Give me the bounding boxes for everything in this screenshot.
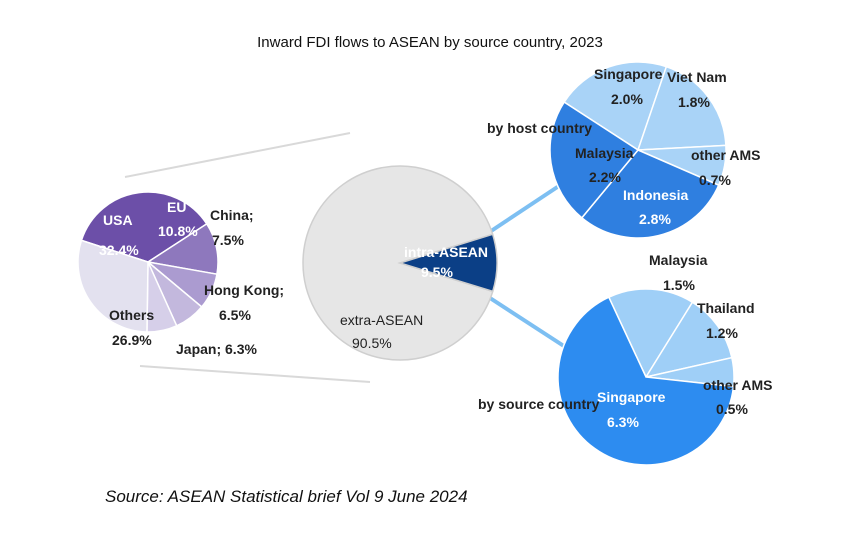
pie-extra-intra	[302, 165, 498, 361]
caption-source-country: by source country	[478, 396, 600, 412]
slice-host-indonesia	[580, 149, 720, 239]
value-others: 26.9%	[112, 332, 152, 348]
value-host-indonesia: 2.8%	[639, 211, 671, 227]
slice-intra-asean	[397, 233, 498, 293]
slice-host-vietnam	[636, 65, 727, 151]
slice-host-singapore	[563, 61, 668, 152]
value-usa: 32.4%	[99, 242, 139, 258]
value-src-other-ams: 0.5%	[716, 401, 748, 417]
label-others: Others	[109, 307, 154, 323]
source-note: Source: ASEAN Statistical brief Vol 9 Ju…	[105, 487, 468, 506]
label-japan: Japan; 6.3%	[176, 341, 257, 357]
value-host-other-ams: 0.7%	[699, 172, 731, 188]
slice-usa	[80, 191, 208, 263]
slice-others	[77, 239, 149, 333]
label-host-singapore: Singapore	[594, 66, 663, 82]
label-src-malaysia: Malaysia	[649, 252, 708, 268]
pie-source-intra	[557, 288, 735, 466]
chart-title: Inward FDI flows to ASEAN by source coun…	[257, 34, 603, 51]
value-eu: 10.8%	[158, 223, 198, 239]
caption-host-country: by host country	[487, 120, 592, 136]
label-host-indonesia: Indonesia	[623, 187, 689, 203]
value-hongkong: 6.5%	[219, 307, 251, 323]
slice-host-malaysia	[549, 101, 640, 219]
label-src-other-ams: other AMS	[703, 377, 772, 393]
pie-host-country	[549, 61, 727, 239]
label-host-malaysia: Malaysia	[575, 145, 634, 161]
label-china: China;	[210, 207, 254, 223]
value-host-singapore: 2.0%	[611, 91, 643, 107]
slice-src-thailand	[644, 301, 733, 379]
value-intra-asean: 9.5%	[421, 264, 453, 280]
label-hongkong: Hong Kong;	[204, 282, 284, 298]
value-extra-asean: 90.5%	[352, 335, 392, 351]
value-host-vietnam: 1.8%	[678, 94, 710, 110]
value-src-thailand: 1.2%	[706, 325, 738, 341]
value-src-singapore: 6.3%	[607, 414, 639, 430]
label-eu: EU	[167, 199, 186, 215]
label-host-vietnam: Viet Nam	[667, 69, 727, 85]
label-src-thailand: Thailand	[697, 300, 755, 316]
slice-src-singapore	[557, 296, 735, 466]
label-host-other-ams: other AMS	[691, 147, 760, 163]
value-china: 7.5%	[212, 232, 244, 248]
pie-source-all	[77, 191, 219, 333]
value-src-malaysia: 1.5%	[663, 277, 695, 293]
label-src-singapore: Singapore	[597, 389, 666, 405]
label-usa: USA	[103, 212, 133, 228]
value-host-malaysia: 2.2%	[589, 169, 621, 185]
label-extra-asean: extra-ASEAN	[340, 312, 423, 328]
label-intra-asean: intra-ASEAN	[404, 244, 488, 260]
slice-src-malaysia	[607, 288, 694, 379]
